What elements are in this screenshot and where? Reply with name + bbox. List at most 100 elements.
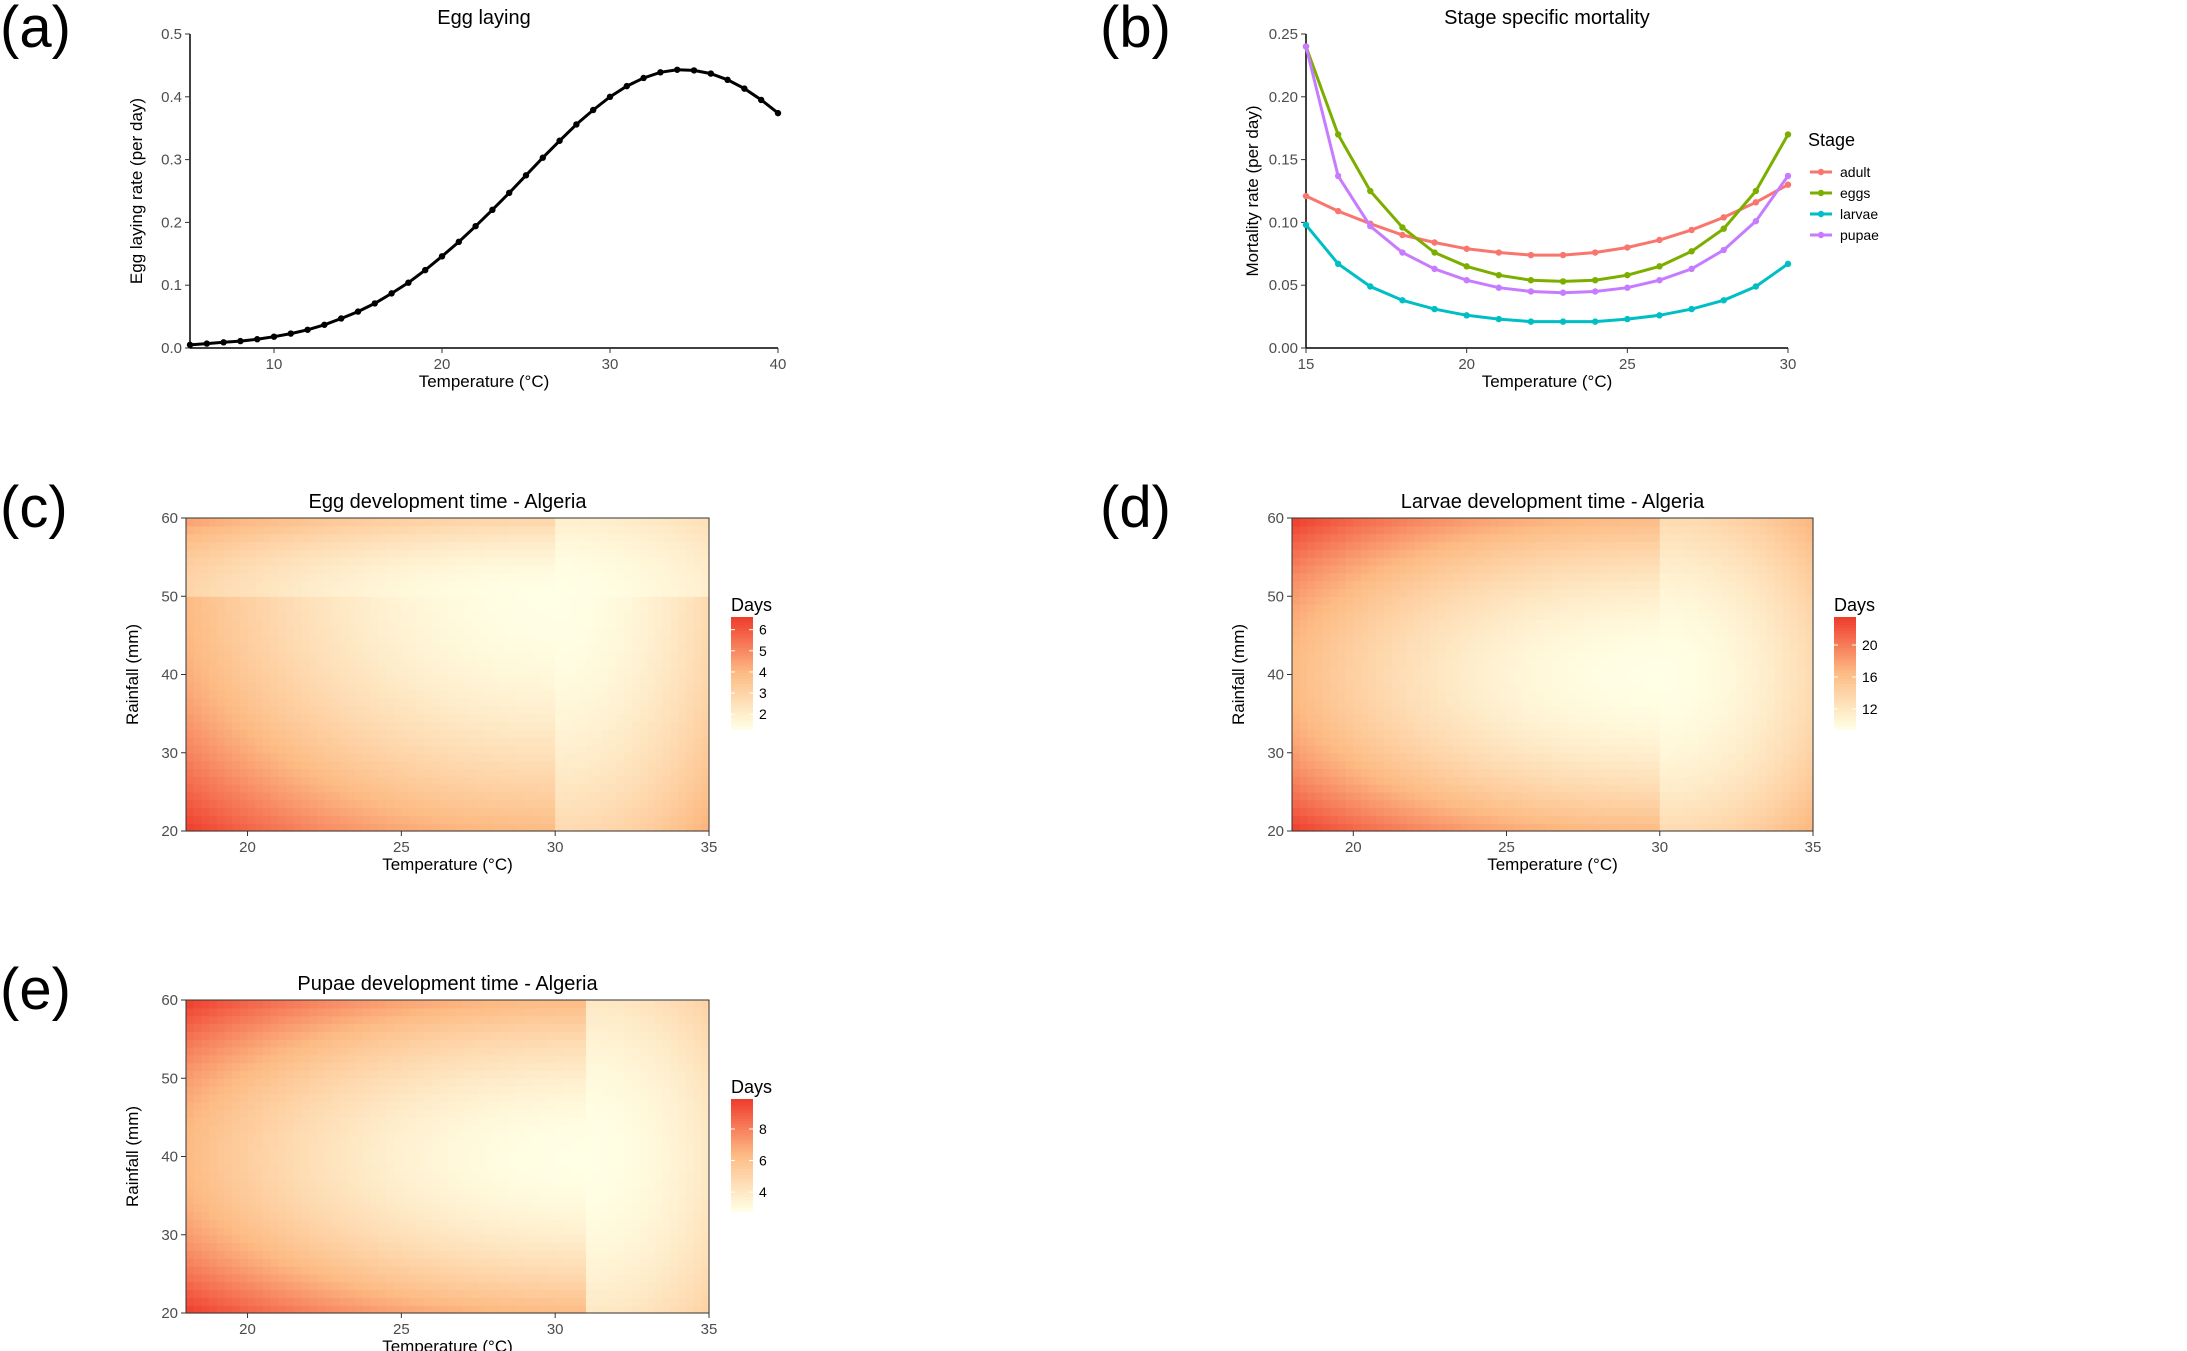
heatmap-cell — [670, 705, 679, 715]
heatmap-cell — [347, 752, 356, 762]
heatmap-cell — [362, 729, 372, 738]
heatmap-cell — [362, 784, 372, 793]
heatmap-cell — [470, 518, 479, 527]
heatmap-cell — [1498, 658, 1508, 668]
heatmap-cell — [1368, 807, 1377, 816]
heatmap-cell — [585, 658, 595, 668]
colorbar-segment — [731, 687, 753, 691]
heatmap-cell — [647, 557, 656, 566]
heatmap-cell — [647, 776, 656, 785]
heatmap-cell — [1452, 604, 1462, 613]
heatmap-cell — [1521, 768, 1531, 777]
heatmap-cell — [1468, 533, 1477, 543]
heatmap-cell — [332, 744, 341, 754]
heatmap-cell — [1299, 729, 1308, 738]
heatmap-cell — [493, 619, 502, 629]
heatmap-cell — [332, 518, 341, 527]
heatmap-cell — [509, 776, 518, 785]
heatmap-cell — [485, 651, 495, 660]
data-point-b-larvae — [1784, 260, 1792, 268]
heatmap-cell — [247, 643, 256, 652]
heatmap-cell — [1391, 721, 1400, 730]
heatmap-cell — [1345, 674, 1354, 683]
heatmap-cell — [685, 658, 695, 668]
heatmap-cell — [239, 776, 249, 785]
heatmap-cell — [632, 572, 641, 582]
heatmap-cell — [1652, 799, 1661, 809]
heatmap-cell — [355, 776, 364, 785]
heatmap-cell — [1521, 721, 1531, 730]
heatmap-cell — [362, 588, 372, 597]
heatmap-cell — [1491, 705, 1500, 715]
heatmap-cell — [647, 729, 656, 738]
heatmap-cell — [1529, 823, 1538, 832]
heatmap-cell — [1498, 525, 1508, 535]
heatmap-cell — [1322, 799, 1331, 809]
heatmap-cell — [432, 651, 441, 660]
heatmap-cell — [401, 760, 410, 770]
heatmap-cell — [1414, 705, 1423, 715]
heatmap-cell — [1399, 572, 1408, 582]
heatmap-cell — [601, 799, 610, 809]
heatmap-cell — [193, 737, 202, 746]
heatmap-cell — [1345, 525, 1354, 535]
heatmap-cell — [293, 729, 302, 738]
heatmap-cell — [578, 807, 587, 816]
heatmap-cell — [262, 525, 272, 535]
heatmap-cell — [355, 518, 364, 527]
data-point-a — [606, 93, 614, 101]
heatmap-cell — [670, 768, 679, 777]
series-line-b-larvae — [1304, 223, 1789, 324]
heatmap-cell — [355, 690, 364, 699]
heatmap-cell — [424, 791, 433, 801]
heatmap-cell — [1544, 572, 1554, 582]
heatmap-cell — [1621, 635, 1630, 644]
heatmap-cell — [1422, 744, 1431, 754]
data-point-b-larvae — [1302, 221, 1310, 229]
heatmap-cell — [324, 635, 333, 644]
heatmap-cell — [1445, 627, 1454, 636]
heatmap-cell — [401, 533, 410, 543]
heatmap-cell — [1606, 666, 1615, 676]
heatmap-cell — [401, 627, 410, 636]
heatmap-cell — [324, 713, 333, 723]
heatmap-cell — [1314, 713, 1324, 723]
heatmap-cell — [362, 643, 372, 652]
heatmap-cell — [193, 572, 202, 582]
heatmap-cell — [416, 697, 426, 707]
heatmap-cell — [609, 713, 618, 723]
heatmap-cell — [1659, 776, 1669, 785]
heatmap-cell — [347, 705, 356, 715]
heatmap-cell — [593, 674, 602, 683]
heatmap-cell — [1667, 705, 1676, 715]
heatmap-cell — [609, 596, 618, 605]
heatmap-cell — [1468, 760, 1477, 770]
colorbar-segment — [731, 689, 753, 694]
heatmap-cell — [1529, 635, 1538, 644]
heatmap-cell — [455, 744, 464, 754]
heatmap-cell — [362, 658, 372, 668]
heatmap-cell — [624, 823, 633, 832]
heatmap-cell — [1644, 705, 1653, 715]
heatmap-cell — [501, 807, 510, 816]
heatmap-cell — [324, 619, 333, 629]
heatmap-cell — [1560, 596, 1569, 605]
heatmap-cell — [662, 580, 672, 590]
heatmap-cell — [201, 799, 210, 809]
heatmap-cell — [555, 533, 564, 543]
heatmap-cell — [462, 643, 472, 652]
heatmap-cell — [339, 768, 349, 777]
heatmap-cell — [1468, 697, 1477, 707]
heatmap-cell — [1544, 713, 1554, 723]
heatmap-cell — [293, 784, 302, 793]
heatmap-cell — [209, 549, 218, 558]
heatmap-cell — [232, 791, 241, 801]
heatmap-cell — [701, 596, 710, 605]
heatmap-cell — [624, 760, 633, 770]
heatmap-cell — [1437, 666, 1446, 676]
heatmap-cell — [1391, 760, 1400, 770]
heatmap-cell — [632, 666, 641, 676]
heatmap-cell — [447, 799, 456, 809]
heatmap-cell — [647, 823, 656, 832]
heatmap-cell — [1330, 791, 1339, 801]
